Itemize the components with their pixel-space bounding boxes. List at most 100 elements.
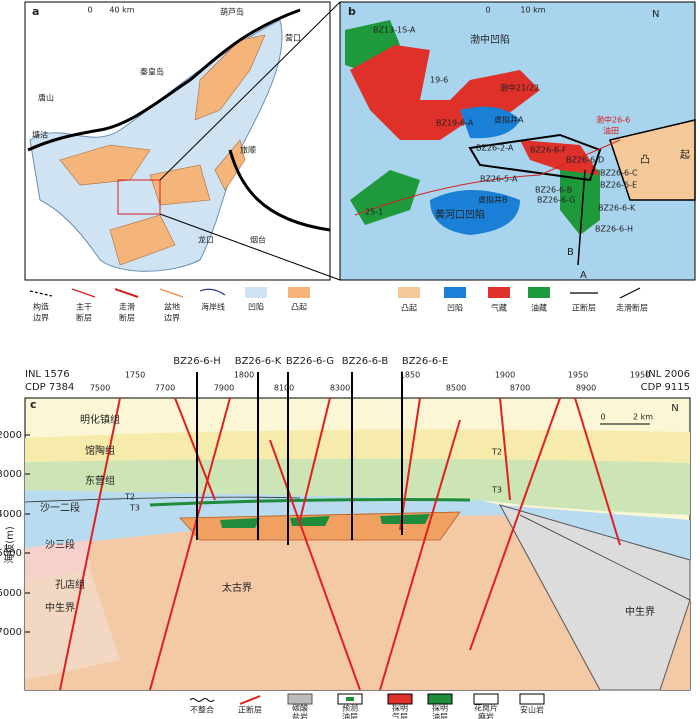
well-label: BZ26-6-K [598,204,636,213]
legend-b: 凸起 凹陷 气藏 油藏 正断层 走滑断层 [401,303,648,313]
north-label: N [671,403,678,414]
scale-label: 2 km [633,413,653,422]
formation-label: 沙三段 [45,538,75,551]
shape [288,287,310,298]
shape [350,160,600,235]
legend-label: 盆地 [164,302,180,312]
shape [460,106,520,139]
legend-label: 构造 [33,302,49,312]
well-label: BZ26-6-E [600,181,637,190]
shape [25,515,690,690]
formation-label: 太古界 [222,581,252,594]
shape [346,697,354,701]
place-label: 唐山 [38,93,54,103]
area-label: 渤中凹陷 [470,33,510,46]
formation-label: 沙一二段 [40,501,80,514]
well-label: BZ26-6-C [600,169,638,178]
survey-label: CDP 7384 [25,382,74,393]
place-label: 烟台 [250,235,266,245]
shape [159,288,184,298]
shape [220,514,430,528]
formation-label: 东营组 [85,474,115,487]
legend-label: 不整合 [190,705,214,715]
legend-label: 探明 [392,703,408,713]
area-label: 渤中21/22 [500,83,539,93]
cdp-label: 7900 [214,384,234,393]
scale-label: 10 km [520,6,545,15]
well-label: BZ26-5-A [480,175,518,184]
shape [387,693,413,705]
shape [245,287,267,298]
legend-label: 主干 [76,302,92,312]
shape [469,397,561,651]
place-label: 龙口 [198,235,214,245]
shape [473,693,499,705]
shape [488,287,510,298]
horizon-label: T2 [491,448,502,457]
legend-label: 油层 [342,712,358,719]
shape [430,190,520,235]
cdp-label: 8700 [510,384,530,393]
area-label: 黄河口凹陷 [435,208,485,221]
area-label: 起 [680,149,690,161]
cdp-label: 7700 [155,384,175,393]
shape [287,693,313,705]
legend-label: 盐岩 [292,712,308,719]
place-label: 葫芦岛 [220,7,244,17]
cdp-label: 7500 [90,384,110,393]
legend-label: 凹陷 [248,302,264,312]
shape [71,288,96,298]
shape [345,20,400,70]
shape [29,290,53,297]
survey-label: INL 1576 [25,369,70,380]
shape [239,695,261,705]
formation-label: 中生界 [45,601,75,614]
legend-label: 断层 [76,313,92,323]
shape [149,397,231,691]
shape [27,8,331,232]
panel-a-map [24,1,331,281]
shape [196,372,403,545]
well-label: BZ26-6-B [535,186,572,195]
inl-label: 1950 [568,371,588,380]
shape [427,693,453,705]
well-label: BZ26-6-H [595,225,633,234]
shape [398,287,420,298]
section-end: A [580,270,587,281]
formation-label: 馆陶组 [85,444,115,457]
shape [399,397,421,531]
well-label: BZ26-6-E [402,356,448,367]
inl-label: 1850 [400,371,420,380]
legend-label: 探明 [432,703,448,713]
legend-label: 油层 [432,712,448,719]
panel-label: c [30,398,37,411]
depth-tick-label: -6000 [0,588,22,599]
shape [609,119,696,201]
scale-label: 0 [485,6,490,15]
well-label: BZ26-6-G [537,196,576,205]
legend-label: 气层 [392,712,408,719]
shape [174,397,216,501]
shape [269,439,361,691]
legend-label: 麻岩 [478,712,494,719]
legend-label: 正断层 [238,705,262,715]
depth-tick-label: -5000 [0,548,22,559]
legend-label: 花岗片 [474,703,498,713]
inl-label: 1950 [630,371,650,380]
legend-label: 走滑断层 [616,303,648,313]
legend-label: 预测 [342,703,358,713]
legend-label: 边界 [33,313,49,323]
well-label: BZ26-6-B [342,356,389,367]
panel-b-map [339,1,696,281]
formation-label: 中生界 [625,605,655,618]
formation-label: 孔店组 [55,578,85,591]
cdp-label: 8100 [274,384,294,393]
depth-tick-label: -7000 [0,627,22,638]
shape [59,397,621,691]
shape [498,504,691,691]
shape [574,397,621,546]
survey-label: CDP 9115 [641,382,690,393]
area-label: 19-6 [430,76,448,85]
shape [114,288,139,298]
well-label: 虚拟井B [478,195,508,205]
